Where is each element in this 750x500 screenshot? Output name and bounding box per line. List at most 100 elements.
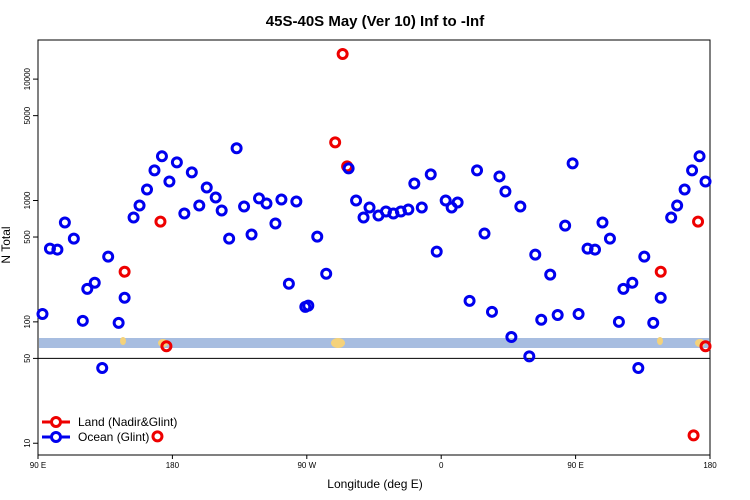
- point: [51, 243, 64, 256]
- point: [408, 177, 421, 190]
- point: [612, 315, 625, 328]
- point: [638, 250, 651, 263]
- x-tick-label: 90 E: [567, 461, 583, 470]
- point: [133, 199, 146, 212]
- point: [439, 194, 452, 207]
- point: [96, 361, 109, 374]
- legend-label: Land (Nadir&Glint): [78, 415, 177, 429]
- point: [671, 199, 684, 212]
- point: [230, 142, 243, 155]
- legend-label: Ocean (Glint): [78, 430, 149, 444]
- point: [141, 183, 154, 196]
- point: [238, 200, 251, 213]
- point: [336, 48, 349, 61]
- point: [699, 175, 712, 188]
- point: [699, 340, 712, 353]
- point: [148, 164, 161, 177]
- point: [58, 216, 71, 229]
- y-tick-label: 50: [23, 353, 32, 362]
- point: [154, 215, 167, 228]
- point: [493, 170, 506, 183]
- point: [471, 164, 484, 177]
- x-tick-label: 180: [166, 461, 180, 470]
- y-tick-label: 5000: [23, 106, 32, 124]
- point: [223, 232, 236, 245]
- point: [102, 250, 115, 263]
- x-axis-label: Longitude (deg E): [327, 477, 422, 491]
- y-axis-label: N Total: [0, 226, 13, 263]
- point: [160, 340, 173, 353]
- point: [112, 316, 125, 329]
- point: [290, 195, 303, 208]
- point: [626, 276, 639, 289]
- point: [357, 211, 370, 224]
- point: [200, 181, 213, 194]
- point: [118, 291, 131, 304]
- x-tick-label: 90 W: [297, 461, 316, 470]
- point: [596, 216, 609, 229]
- y-tick-label: 10000: [23, 67, 32, 90]
- point: [415, 201, 428, 214]
- point: [170, 156, 183, 169]
- point: [342, 162, 355, 175]
- point: [311, 230, 324, 243]
- x-tick-label: 0: [439, 461, 444, 470]
- point: [529, 248, 542, 261]
- chart-title: 45S-40S May (Ver 10) Inf to -Inf: [266, 13, 485, 30]
- point: [163, 175, 176, 188]
- point: [320, 267, 333, 280]
- legend-marker: [50, 416, 62, 428]
- y-tick-label: 10: [23, 438, 32, 447]
- point: [424, 168, 437, 181]
- point: [654, 265, 667, 278]
- point: [81, 282, 94, 295]
- point: [451, 196, 464, 209]
- y-tick-label: 500: [23, 230, 32, 244]
- point: [665, 211, 678, 224]
- point: [36, 308, 49, 321]
- point: [282, 277, 295, 290]
- point: [617, 282, 630, 295]
- point: [67, 232, 80, 245]
- point: [127, 211, 140, 224]
- point: [559, 219, 572, 232]
- land-ocean-strip: [39, 337, 709, 348]
- point: [430, 245, 443, 258]
- point: [178, 207, 191, 220]
- point: [654, 291, 667, 304]
- point: [693, 150, 706, 163]
- point: [193, 199, 206, 212]
- point: [151, 430, 164, 443]
- point: [275, 193, 288, 206]
- point: [551, 308, 564, 321]
- point: [185, 166, 198, 179]
- point: [402, 203, 415, 216]
- point: [260, 197, 273, 210]
- point: [215, 204, 228, 217]
- point: [647, 316, 660, 329]
- point: [678, 183, 691, 196]
- point: [589, 243, 602, 256]
- point: [505, 331, 518, 344]
- point: [269, 217, 282, 230]
- point: [544, 268, 557, 281]
- point: [535, 313, 548, 326]
- legend-marker: [50, 431, 62, 443]
- x-tick-label: 180: [703, 461, 717, 470]
- y-tick-label: 100: [23, 315, 32, 329]
- point: [692, 215, 705, 228]
- point: [76, 314, 89, 327]
- point: [245, 228, 258, 241]
- point: [363, 201, 376, 214]
- point: [350, 194, 363, 207]
- point: [209, 191, 222, 204]
- point: [329, 136, 342, 149]
- point: [88, 276, 101, 289]
- x-tick-label: 90 E: [30, 461, 46, 470]
- point: [118, 265, 131, 278]
- point: [514, 200, 527, 213]
- point: [155, 150, 168, 163]
- point: [302, 299, 315, 312]
- point: [603, 232, 616, 245]
